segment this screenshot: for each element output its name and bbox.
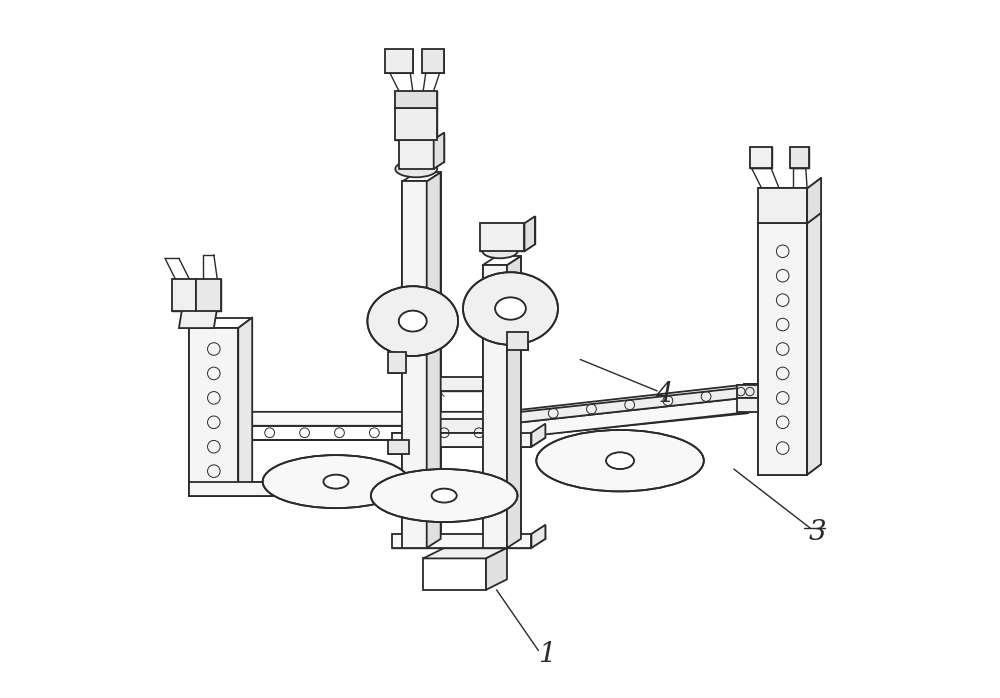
Polygon shape — [402, 419, 483, 433]
Polygon shape — [737, 385, 758, 398]
Ellipse shape — [463, 272, 558, 345]
Polygon shape — [402, 377, 483, 391]
Polygon shape — [423, 548, 507, 558]
Polygon shape — [399, 140, 434, 169]
Polygon shape — [392, 534, 531, 548]
Polygon shape — [238, 318, 252, 496]
Polygon shape — [507, 332, 528, 350]
Polygon shape — [392, 433, 531, 447]
Polygon shape — [388, 352, 406, 373]
Polygon shape — [737, 398, 758, 412]
Text: 4: 4 — [655, 381, 673, 408]
Polygon shape — [524, 216, 535, 251]
Polygon shape — [196, 279, 221, 311]
Polygon shape — [172, 279, 196, 311]
Polygon shape — [235, 412, 503, 426]
Polygon shape — [758, 223, 807, 475]
Polygon shape — [483, 265, 507, 548]
Polygon shape — [531, 525, 545, 548]
Polygon shape — [395, 91, 437, 108]
Polygon shape — [189, 328, 238, 496]
Polygon shape — [179, 307, 217, 328]
Polygon shape — [807, 178, 821, 223]
Ellipse shape — [371, 469, 517, 522]
Polygon shape — [507, 256, 521, 548]
Polygon shape — [189, 482, 298, 496]
Ellipse shape — [606, 452, 634, 469]
Polygon shape — [388, 440, 409, 454]
Text: 1: 1 — [538, 641, 556, 668]
Ellipse shape — [367, 286, 458, 356]
Polygon shape — [750, 147, 772, 168]
Polygon shape — [490, 387, 744, 426]
Polygon shape — [422, 49, 444, 73]
Ellipse shape — [323, 475, 349, 489]
Ellipse shape — [399, 311, 427, 332]
Ellipse shape — [483, 244, 517, 258]
Polygon shape — [423, 558, 486, 590]
Polygon shape — [486, 548, 507, 590]
Polygon shape — [434, 133, 444, 169]
Polygon shape — [402, 181, 427, 548]
Ellipse shape — [263, 455, 409, 508]
Polygon shape — [427, 172, 441, 548]
Polygon shape — [490, 398, 751, 440]
Polygon shape — [790, 147, 809, 168]
Polygon shape — [531, 424, 545, 447]
Ellipse shape — [432, 489, 457, 503]
Polygon shape — [298, 471, 312, 496]
Polygon shape — [395, 108, 437, 140]
Text: 3: 3 — [809, 519, 826, 546]
Polygon shape — [744, 384, 758, 398]
Polygon shape — [385, 49, 413, 73]
Ellipse shape — [536, 430, 704, 491]
Ellipse shape — [495, 297, 526, 320]
Polygon shape — [480, 223, 524, 251]
Polygon shape — [758, 188, 807, 223]
Ellipse shape — [395, 161, 437, 177]
Polygon shape — [807, 213, 821, 475]
